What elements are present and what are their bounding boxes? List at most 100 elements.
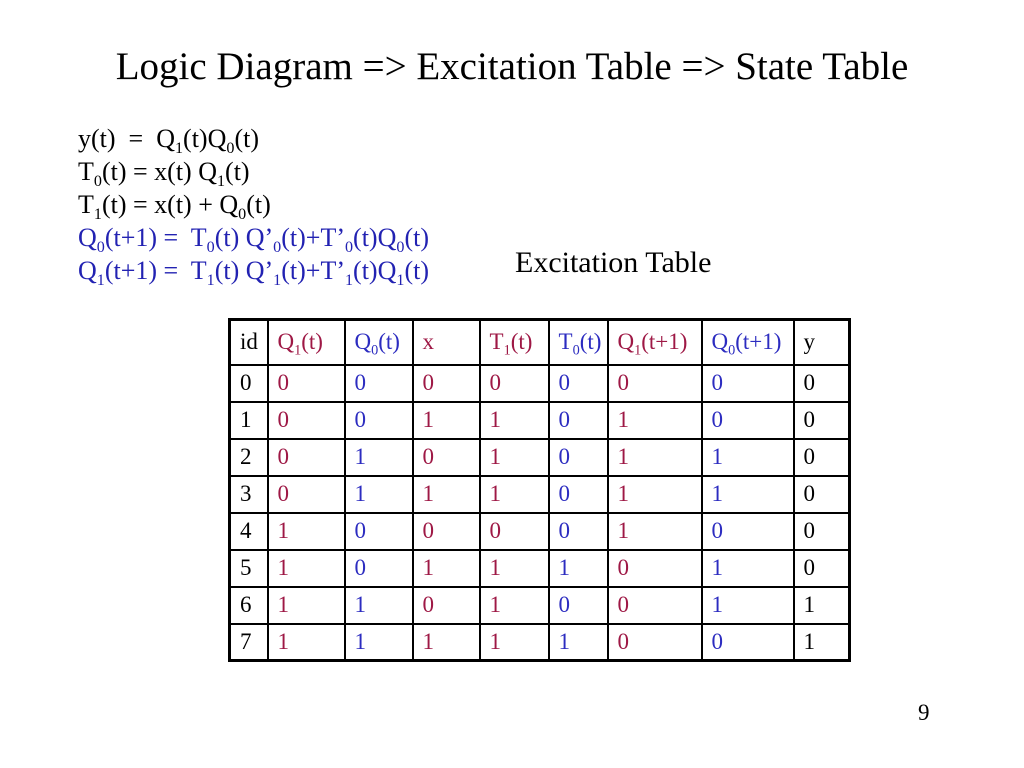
text-segment: Q bbox=[277, 329, 295, 355]
table-cell: 0 bbox=[606, 622, 703, 662]
subscript-text: 1 bbox=[96, 272, 105, 290]
table-header-row: id Q1(t) Q0(t) x T1(t) T0(t) Q1(t+1) Q0(t+1) y bbox=[228, 318, 851, 366]
subscript-text: 0 bbox=[572, 342, 580, 359]
text-segment: (t+1) bbox=[735, 329, 782, 355]
excitation-table-caption: Excitation Table bbox=[515, 246, 712, 279]
table-cell: 0 bbox=[792, 437, 851, 477]
table-cell: 7 bbox=[228, 622, 269, 662]
text-segment: (t) bbox=[246, 190, 271, 219]
page-title: Logic Diagram => Excitation Table => Sta… bbox=[115, 45, 909, 88]
text-segment: Q bbox=[617, 329, 635, 355]
text-segment: (t)+T’ bbox=[281, 256, 345, 285]
excitation-table: id Q1(t) Q0(t) x T1(t) T0(t) Q1(t+1) Q0(t+1) y 0… bbox=[228, 318, 851, 662]
table-cell: 1 bbox=[606, 437, 703, 477]
table-head: id Q1(t) Q0(t) x T1(t) T0(t) Q1(t+1) Q0(t+1) y bbox=[228, 318, 851, 366]
table-cell: 0 bbox=[792, 474, 851, 514]
column-header-y: y bbox=[792, 318, 851, 366]
table-cell: 1 bbox=[792, 585, 851, 625]
table-cell: 1 bbox=[700, 585, 795, 625]
subscript-text: 0 bbox=[344, 239, 354, 257]
table-cell: 0 bbox=[700, 511, 795, 551]
text-segment: x bbox=[422, 329, 435, 355]
equation-line-0: y(t) = Q1(t)Q0(t) bbox=[78, 122, 429, 158]
column-header-x: x bbox=[411, 318, 481, 366]
table-cell: 3 bbox=[228, 474, 269, 514]
text-segment: T bbox=[78, 190, 94, 219]
table-cell: 1 bbox=[478, 437, 550, 477]
column-header-Q1(t+1): Q1(t+1) bbox=[606, 318, 703, 366]
text-segment: (t) bbox=[404, 256, 429, 285]
table-cell: 0 bbox=[411, 363, 481, 403]
table-cell: 6 bbox=[228, 585, 269, 625]
table-cell: 1 bbox=[606, 511, 703, 551]
column-header-Q0(t): Q0(t) bbox=[343, 318, 414, 366]
table-cell: 1 bbox=[478, 474, 550, 514]
equation-line-4: Q1(t+1) = T1(t) Q’1(t)+T’1(t)Q1(t) bbox=[78, 254, 429, 290]
subscript-text: 1 bbox=[206, 272, 215, 290]
subscript-text: 0 bbox=[396, 239, 405, 257]
text-segment: (t) bbox=[234, 124, 259, 153]
table-cell: 0 bbox=[411, 437, 481, 477]
text-segment: Q bbox=[711, 329, 729, 355]
table-cell: 0 bbox=[343, 363, 414, 403]
column-header-id: id bbox=[228, 318, 269, 366]
table-cell: 1 bbox=[411, 622, 481, 662]
text-segment: Q bbox=[78, 223, 97, 252]
table-cell: 0 bbox=[547, 511, 609, 551]
text-segment: (t) bbox=[225, 157, 250, 186]
subscript-text: 1 bbox=[634, 342, 642, 359]
table-cell: 1 bbox=[411, 548, 481, 588]
table-cell: 0 bbox=[547, 363, 609, 403]
table-cell: 1 bbox=[266, 548, 346, 588]
text-segment: (t+1) = T bbox=[104, 256, 207, 285]
table-cell: 0 bbox=[266, 474, 346, 514]
table-cell: 1 bbox=[266, 585, 346, 625]
table-cell: 1 bbox=[700, 474, 795, 514]
subscript-text: 1 bbox=[396, 272, 405, 290]
table-cell: 0 bbox=[547, 437, 609, 477]
table-cell: 1 bbox=[700, 437, 795, 477]
subscript-text: 0 bbox=[226, 140, 235, 158]
table-cell: 1 bbox=[606, 474, 703, 514]
table-cell: 1 bbox=[266, 511, 346, 551]
text-segment: (t) bbox=[510, 329, 533, 355]
table-cell: 0 bbox=[606, 585, 703, 625]
table-cell: 0 bbox=[547, 474, 609, 514]
text-segment: T bbox=[558, 329, 573, 355]
subscript-text: 0 bbox=[728, 342, 736, 359]
column-header-Q1(t): Q1(t) bbox=[266, 318, 346, 366]
subscript-text: 1 bbox=[93, 206, 102, 224]
text-segment: T bbox=[78, 157, 94, 186]
text-segment: (t) = x(t) + Q bbox=[101, 190, 239, 219]
table-cell: 1 bbox=[792, 622, 851, 662]
table-cell: 1 bbox=[411, 400, 481, 440]
column-header-T1(t): T1(t) bbox=[478, 318, 550, 366]
subscript-text: 0 bbox=[238, 206, 247, 224]
table-cell: 0 bbox=[547, 585, 609, 625]
subscript-text: 0 bbox=[96, 239, 105, 257]
table-cell: 0 bbox=[792, 548, 851, 588]
table-cell: 0 bbox=[411, 585, 481, 625]
subscript-text: 1 bbox=[273, 272, 282, 290]
table-cell: 0 bbox=[343, 511, 414, 551]
table-cell: 1 bbox=[343, 437, 414, 477]
text-segment: (t) Q’ bbox=[214, 256, 274, 285]
subscript-text: 0 bbox=[273, 239, 282, 257]
table-cell: 1 bbox=[547, 622, 609, 662]
table-cell: 0 bbox=[478, 511, 550, 551]
table-cell: 0 bbox=[700, 622, 795, 662]
text-segment: (t)Q bbox=[353, 223, 397, 252]
table-cell: 0 bbox=[792, 400, 851, 440]
text-segment: y(t) = Q bbox=[78, 124, 175, 153]
equation-line-2: T1(t) = x(t) + Q0(t) bbox=[78, 188, 429, 224]
page-number: 9 bbox=[918, 700, 930, 725]
table-cell: 1 bbox=[343, 474, 414, 514]
table-cell: 0 bbox=[266, 363, 346, 403]
